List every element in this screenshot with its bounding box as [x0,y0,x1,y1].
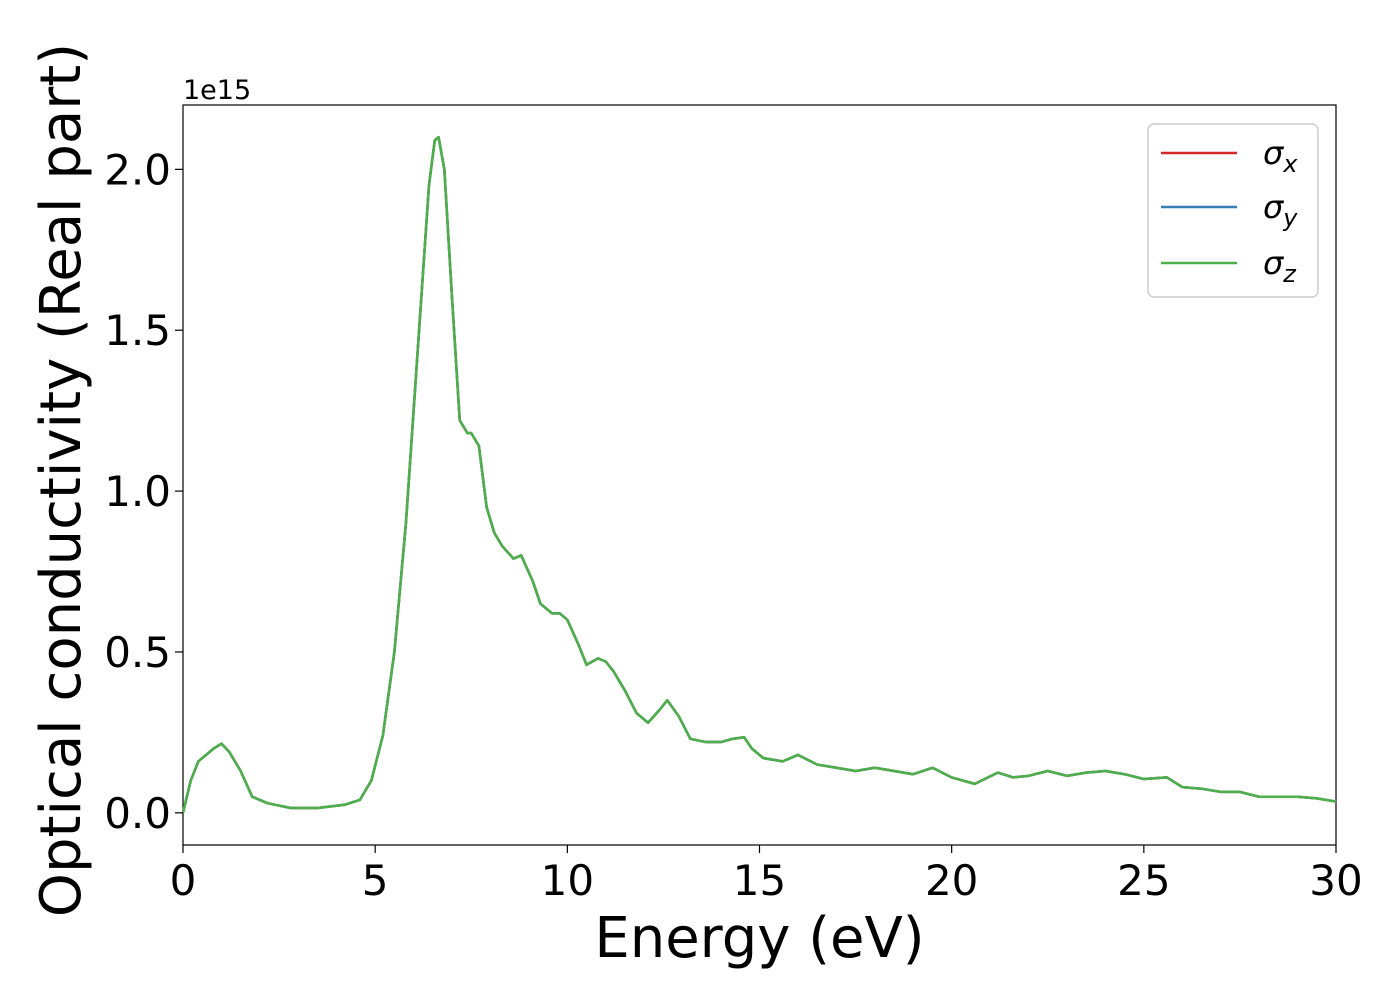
x-tick-label: 5 [362,856,389,905]
legend-label-z: σz [1263,244,1297,288]
y-tick-label: 0.0 [104,789,171,838]
x-tick-label: 10 [541,856,594,905]
x-tick-label: 30 [1309,856,1362,905]
x-tick-label: 20 [925,856,978,905]
x-axis-label: Energy (eV) [594,906,924,971]
y-tick-label: 2.0 [104,145,171,194]
legend-box [1147,123,1319,298]
y-axis: 0.0 0.5 1.0 1.5 2.0 [104,145,183,838]
x-tick-label: 25 [1117,856,1170,905]
y-tick-label: 1.5 [104,306,171,355]
series-line-z [181,135,1337,814]
legend-label-y: σy [1263,188,1298,232]
legend-label-x: σx [1263,134,1298,178]
x-tick-label: 15 [733,856,786,905]
series-layer [181,135,1337,814]
legend: σx σy σz [1147,123,1319,298]
x-tick-label: 0 [170,856,197,905]
y-offset-text: 1e15 [183,75,251,106]
y-tick-label: 1.0 [104,467,171,516]
x-axis: 0 5 10 15 20 25 30 [170,845,1363,905]
y-axis-label: Optical conductivity (Real part) [29,43,94,917]
y-tick-label: 0.5 [104,628,171,677]
